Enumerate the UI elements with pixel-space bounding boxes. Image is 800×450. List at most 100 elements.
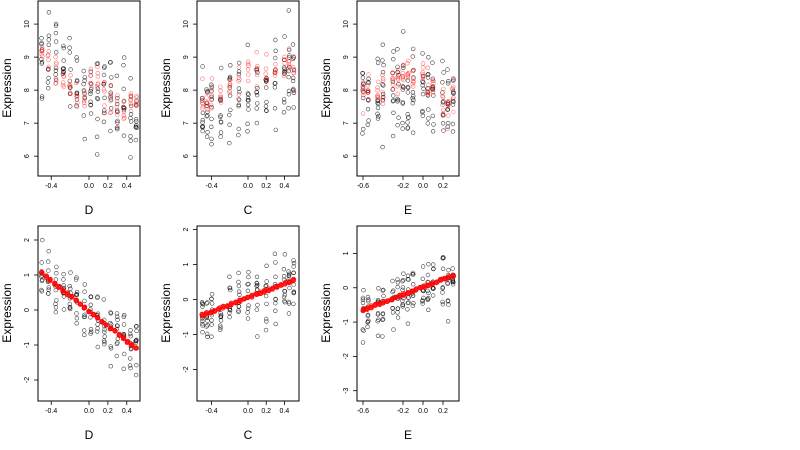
- x-tick-label: -0.2: [397, 183, 409, 190]
- x-tick-label: -0.6: [357, 408, 369, 415]
- data-point: [61, 58, 66, 63]
- data-point: [81, 328, 87, 333]
- data-point: [286, 311, 292, 316]
- data-point: [290, 42, 296, 47]
- data-point: [88, 66, 94, 72]
- data-point: [134, 95, 139, 100]
- data-point: [228, 107, 233, 113]
- data-point: [54, 264, 59, 270]
- data-point: [133, 324, 139, 329]
- data-point: [88, 327, 94, 332]
- data-point: [81, 100, 87, 106]
- data-point: [40, 237, 45, 243]
- scatter-panel-c-bottom: C Expression -0.4 0.0 0.2 0.4 -2 -1 0 1 2: [159, 225, 300, 442]
- data-point: [282, 61, 287, 66]
- data-point: [375, 333, 381, 338]
- data-point: [375, 88, 380, 93]
- data-point: [425, 296, 430, 302]
- data-point: [134, 337, 139, 343]
- data-point: [376, 114, 381, 119]
- data-point: [420, 74, 426, 79]
- data-point: [227, 140, 232, 146]
- data-point: [209, 92, 214, 98]
- data-point: [360, 300, 366, 305]
- data-point: [286, 66, 291, 72]
- data-point: [405, 126, 410, 131]
- x-tick-label: 0.2: [438, 183, 448, 190]
- data-point: [291, 282, 296, 287]
- data-point: [101, 72, 107, 78]
- data-point: [82, 95, 87, 100]
- data-point: [200, 64, 205, 69]
- data-point: [204, 301, 209, 306]
- data-point: [40, 53, 45, 59]
- data-point: [227, 88, 232, 94]
- data-point: [286, 273, 292, 279]
- data-point: [264, 283, 269, 288]
- data-point: [426, 290, 431, 296]
- fit-line-point: [368, 304, 374, 310]
- data-point: [94, 95, 100, 101]
- data-point: [420, 91, 426, 97]
- data-point: [101, 65, 107, 70]
- data-point: [200, 128, 205, 134]
- data-point: [360, 327, 365, 332]
- data-point: [273, 67, 278, 72]
- data-point: [61, 70, 66, 76]
- data-point: [291, 261, 297, 266]
- data-point: [227, 310, 232, 316]
- data-point: [263, 104, 269, 109]
- data-point: [246, 274, 251, 280]
- data-point: [430, 89, 435, 95]
- data-point: [200, 96, 205, 101]
- data-point: [395, 96, 400, 102]
- data-point: [95, 96, 101, 102]
- data-point: [209, 322, 214, 327]
- data-point: [420, 51, 425, 56]
- data-point: [451, 84, 456, 89]
- data-point: [236, 96, 241, 102]
- data-point: [440, 302, 446, 307]
- data-point: [200, 304, 205, 309]
- data-point: [440, 290, 445, 295]
- data-point: [395, 91, 401, 97]
- data-point: [133, 124, 139, 130]
- data-point: [121, 107, 127, 113]
- data-point: [380, 89, 385, 95]
- x-axis-title: C: [244, 203, 253, 217]
- data-points: [199, 8, 297, 147]
- data-point: [400, 74, 406, 80]
- data-point: [204, 324, 209, 329]
- y-tick-label: 10: [24, 20, 31, 28]
- data-point: [121, 99, 126, 105]
- scatter-panel-e-top: E Expression -0.6 -0.2 0.0 0.2 6 7 8 9 10: [319, 0, 460, 217]
- data-point: [246, 281, 251, 287]
- data-point: [391, 93, 396, 98]
- data-point: [395, 46, 400, 52]
- data-point: [102, 329, 107, 335]
- data-point: [218, 93, 223, 98]
- data-point: [380, 144, 385, 150]
- data-point: [114, 341, 120, 347]
- data-point: [380, 82, 385, 87]
- x-tick-label: 0.0: [243, 183, 253, 190]
- data-point: [400, 302, 406, 308]
- data-point: [200, 117, 206, 123]
- fit-line-point: [228, 301, 234, 307]
- x-tick-label: -0.4: [45, 183, 57, 190]
- data-point: [53, 39, 59, 44]
- fit-line-point: [438, 276, 444, 282]
- data-point: [246, 97, 251, 103]
- data-point: [134, 328, 139, 334]
- data-point: [46, 75, 51, 81]
- fit-line-point: [261, 288, 267, 294]
- data-point: [115, 124, 120, 130]
- data-point: [411, 282, 416, 287]
- scatter-panel-c-top: C Expression -0.4 0.0 0.2 0.4 6 7 8 9 10: [159, 0, 300, 217]
- data-point: [82, 75, 88, 80]
- data-point: [441, 86, 446, 92]
- fit-line-point: [56, 283, 62, 289]
- data-point: [82, 298, 87, 304]
- data-point: [114, 353, 120, 359]
- fit-line-point: [73, 297, 79, 303]
